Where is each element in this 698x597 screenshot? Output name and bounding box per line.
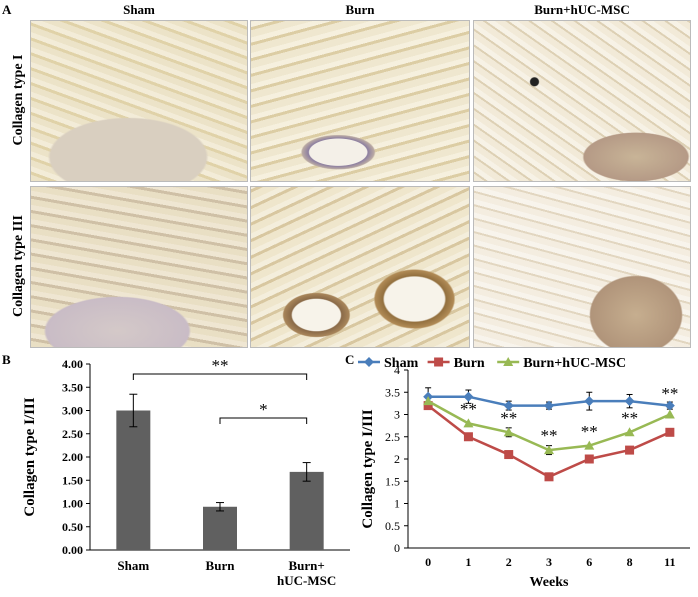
y-tick-label: 0.50: [62, 520, 83, 534]
data-point: [503, 400, 514, 411]
row-label-collagen-i: Collagen type I: [11, 54, 26, 146]
data-point: [544, 445, 554, 455]
data-point: [624, 396, 635, 407]
data-point: [503, 427, 514, 437]
legend-label: Sham: [384, 356, 419, 371]
data-point: [544, 400, 554, 411]
y-tick-label: 4: [394, 363, 400, 377]
data-point: [665, 427, 675, 437]
y-tick-label: 0.5: [385, 519, 400, 533]
x-tick-label: 2: [506, 555, 512, 569]
significance-label: **: [581, 422, 598, 441]
bar-chart: 0.00 0.50 1.00 1.50 2.00 2.50 3.00 3.50 4.00 Coll…: [22, 356, 350, 588]
significance-label: **: [460, 400, 477, 419]
micrograph-huc-msc-collagen-i: [473, 20, 691, 182]
micrograph-burn-collagen-i: [250, 20, 470, 182]
bar: [203, 506, 237, 550]
x-tick-label: 3: [546, 555, 552, 569]
micrograph-sham-collagen-i: [30, 20, 248, 182]
x-tick-label: Sham: [117, 558, 149, 573]
bar: [289, 471, 324, 550]
data-point: [423, 401, 433, 411]
data-point: [664, 409, 675, 419]
bar: [116, 410, 151, 550]
y-tick-label: 1: [394, 497, 400, 511]
legend-label: Burn: [454, 356, 485, 371]
y-tick-label: 1.5: [385, 474, 400, 488]
column-header-sham: Sham: [123, 2, 155, 17]
panel-label-b: B: [2, 352, 11, 367]
column-header-burn-huc-msc: Burn+hUC-MSC: [534, 2, 630, 17]
y-tick-label: 3: [394, 408, 400, 422]
x-tick-label: 11: [664, 555, 675, 569]
significance-label: **: [661, 384, 678, 403]
data-point: [463, 391, 474, 402]
x-tick-label: 6: [586, 555, 592, 569]
significance-label: **: [541, 426, 558, 445]
data-point: [584, 440, 595, 450]
micrograph-sham-collagen-iii: [30, 186, 248, 348]
x-tick-label: 1: [465, 555, 471, 569]
data-point: [434, 357, 444, 367]
data-point: [664, 400, 675, 411]
x-axis-title: Weeks: [530, 575, 569, 590]
data-point: [584, 396, 595, 407]
data-point: [423, 396, 434, 406]
y-tick-label: 2: [394, 452, 400, 466]
y-tick-label: 2.5: [385, 430, 400, 444]
y-axis-title: Collagen type I/III: [360, 409, 376, 528]
x-tick-label: Burn: [206, 558, 236, 573]
y-tick-label: 3.00: [62, 404, 83, 418]
data-point: [463, 418, 474, 428]
x-tick-label: Burn+ hUC-MSC: [277, 558, 336, 588]
significance-bracket: [219, 417, 308, 424]
micrograph-huc-msc-collagen-iii: [473, 186, 691, 348]
data-point: [503, 357, 514, 366]
data-point: [544, 472, 554, 482]
panel-label-a: A: [2, 2, 12, 17]
y-tick-label: 2.00: [62, 450, 83, 464]
y-tick-label: 1.00: [62, 497, 83, 511]
y-tick-label: 0: [394, 541, 400, 555]
data-point: [364, 357, 374, 367]
y-axis-title: Collagen type I/III: [22, 397, 38, 516]
y-tick-label: 3.5: [385, 385, 400, 399]
legend-label: Burn+hUC-MSC: [523, 356, 626, 371]
y-tick-label: 0.00: [62, 543, 83, 557]
micrograph-burn-collagen-iii: [250, 186, 470, 348]
significance-label: **: [212, 356, 229, 375]
x-tick-label: 8: [627, 555, 633, 569]
y-tick-label: 1.50: [62, 473, 83, 487]
x-tick-label: 0: [425, 555, 431, 569]
data-point: [504, 450, 514, 460]
column-header-burn: Burn: [345, 2, 375, 17]
panel-label-c: C: [345, 352, 355, 367]
data-point: [624, 427, 635, 437]
significance-label: **: [500, 408, 517, 427]
data-point: [584, 454, 594, 464]
y-tick-label: 3.50: [62, 380, 83, 394]
row-label-collagen-iii: Collagen type III: [11, 215, 26, 317]
y-tick-label: 4.00: [62, 357, 83, 371]
line-chart: 0 0.5 1 1.5 2 2.5 3 3.5 4 0 1 2 3 6 8 11 Weeks Collagen t…: [358, 356, 690, 590]
significance-bracket: [132, 373, 308, 380]
significance-label: **: [621, 408, 638, 427]
data-point: [625, 445, 635, 455]
significance-label: *: [259, 400, 268, 419]
data-point: [463, 432, 473, 442]
y-tick-label: 2.50: [62, 427, 83, 441]
